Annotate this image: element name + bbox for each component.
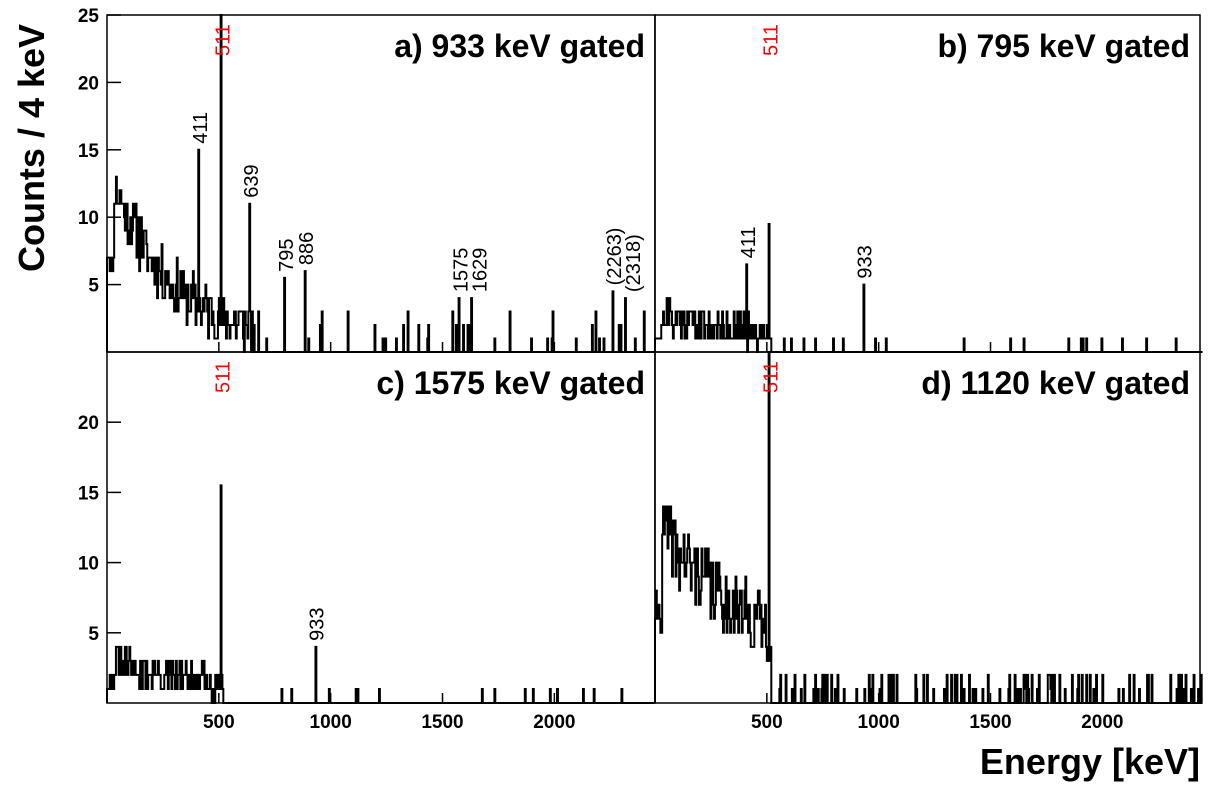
peak-label-d: 511 xyxy=(760,361,782,393)
x-tick-label-c: 500 xyxy=(203,712,235,733)
x-tick-label-d: 2000 xyxy=(1081,712,1123,733)
y-tick-label-a: 25 xyxy=(78,6,100,27)
peak-label-a: 1575 xyxy=(450,248,472,293)
y-tick-label-a: 10 xyxy=(78,208,99,229)
panel-frame-d xyxy=(654,351,1201,704)
peak-label-a: (2318) xyxy=(623,234,645,292)
peak-label-a: 1629 xyxy=(469,248,491,293)
peak-label-c: 933 xyxy=(307,607,329,640)
x-tick-label-c: 1000 xyxy=(310,712,352,733)
peak-label-b: 411 xyxy=(738,226,760,258)
y-axis-title: Counts / 4 keV xyxy=(11,24,52,272)
x-tick-label-c: 1500 xyxy=(421,712,463,733)
panel-d: 500 1000 1500 2000 d) 1120 keV gated 511 xyxy=(654,351,1203,733)
x-tick-label-d: 500 xyxy=(751,712,783,733)
y-tick-label-c: 5 xyxy=(88,624,99,645)
x-tick-label-d: 1000 xyxy=(858,712,900,733)
y-tick-label-c: 10 xyxy=(78,554,99,575)
y-tick-label-c: 15 xyxy=(78,483,100,504)
peak-label-a: (2263) xyxy=(604,228,626,286)
y-tick-label-a: 15 xyxy=(78,141,100,162)
spectrum-b xyxy=(654,222,1203,353)
peak-label-a: 795 xyxy=(276,238,298,271)
y-tick-label-c: 20 xyxy=(78,413,99,434)
peak-label-a: 511 xyxy=(212,24,234,56)
panel-frame-c xyxy=(106,351,656,704)
peak-label-c: 511 xyxy=(212,361,234,393)
panel-title-d: d) 1120 keV gated xyxy=(921,365,1190,401)
panel-title-b: b) 795 keV gated xyxy=(937,28,1190,64)
x-axis-title: Energy [keV] xyxy=(980,741,1200,782)
panel-title-c: c) 1575 keV gated xyxy=(376,365,645,401)
panel-a: 5 10 15 20 25 a) 933 keV gated 411 511 639 795886… xyxy=(78,6,656,353)
panel-b: b) 795 keV gated 411 511 933 xyxy=(654,14,1203,353)
peak-label-b: 933 xyxy=(855,245,877,278)
panel-title-a: a) 933 keV gated xyxy=(394,28,645,64)
x-tick-label-d: 1500 xyxy=(969,712,1011,733)
peak-label-a: 411 xyxy=(190,112,212,144)
panel-frame-b xyxy=(654,14,1201,353)
spectrum-c xyxy=(106,484,655,704)
peak-label-b: 511 xyxy=(760,24,782,56)
panels-group: 5 10 15 20 25 a) 933 keV gated 411 511 639 795886… xyxy=(78,6,1203,733)
spectrum-a xyxy=(106,14,655,353)
y-tick-label-a: 5 xyxy=(88,276,99,297)
y-tick-label-a: 20 xyxy=(78,73,99,94)
peak-label-a: 639 xyxy=(241,164,263,197)
panel-c: 5 10 15 20 500 1000 1500 2000 c) 1575 keV gated 5… xyxy=(78,351,656,733)
peak-label-a: 886 xyxy=(296,232,318,265)
spectrum-d xyxy=(654,351,1203,704)
x-tick-label-c: 2000 xyxy=(533,712,575,733)
